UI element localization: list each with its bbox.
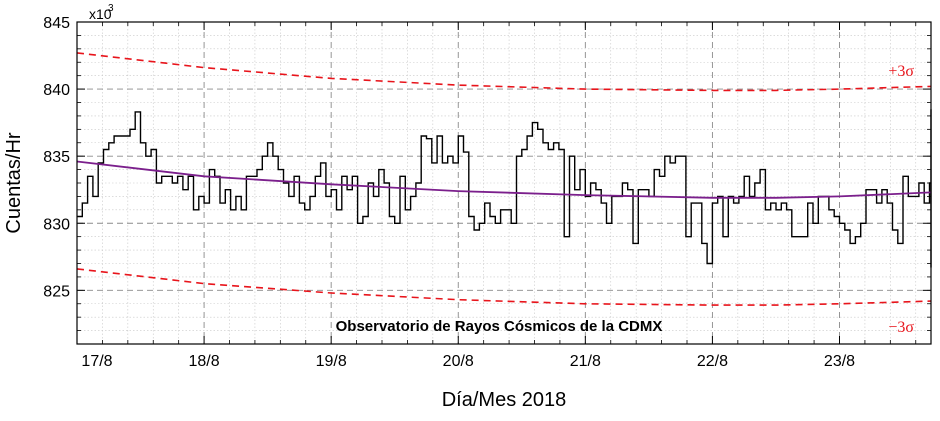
upper-sigma-line [76, 52, 932, 92]
plot-frame [76, 21, 932, 345]
y-tick-label: 840 [43, 82, 70, 99]
y-tick-label: 830 [43, 216, 70, 233]
minor-grid [77, 22, 931, 345]
x-tick-label: 19/8 [316, 353, 347, 370]
x-tick-label: 20/8 [443, 353, 474, 370]
y-axis-title: Cuentas/Hr [3, 132, 25, 233]
series-layer [76, 52, 932, 306]
y-tick-label: 825 [43, 283, 70, 300]
y-tick-label: 845 [43, 15, 70, 32]
chart-annotation: Observatorio de Rayos Cósmicos de la CDM… [336, 318, 663, 335]
major-grid [77, 22, 931, 344]
lower-sigma-label: −3σ [888, 319, 914, 336]
y-tick-labels: 825 830 835 840 845 [43, 15, 70, 300]
x-tick-label: 22/8 [697, 353, 728, 370]
upper-sigma-label: +3σ [888, 63, 914, 80]
lower-sigma-line [76, 268, 932, 306]
x-tick-label: 17/8 [81, 353, 112, 370]
y-multiplier-exponent: 3 [108, 3, 114, 14]
x-tick-labels: 17/8 18/8 19/8 20/8 21/8 22/8 23/8 [81, 353, 855, 370]
axis-ticks [76, 21, 931, 345]
fit-curve [76, 160, 932, 199]
counts-step-line [77, 109, 932, 268]
y-multiplier: x10 [89, 6, 112, 22]
x-tick-label: 21/8 [570, 353, 601, 370]
x-tick-label: 23/8 [824, 353, 855, 370]
x-tick-label: 18/8 [189, 353, 220, 370]
x-axis-title: Día/Mes 2018 [442, 389, 567, 411]
y-tick-label: 835 [43, 149, 70, 166]
